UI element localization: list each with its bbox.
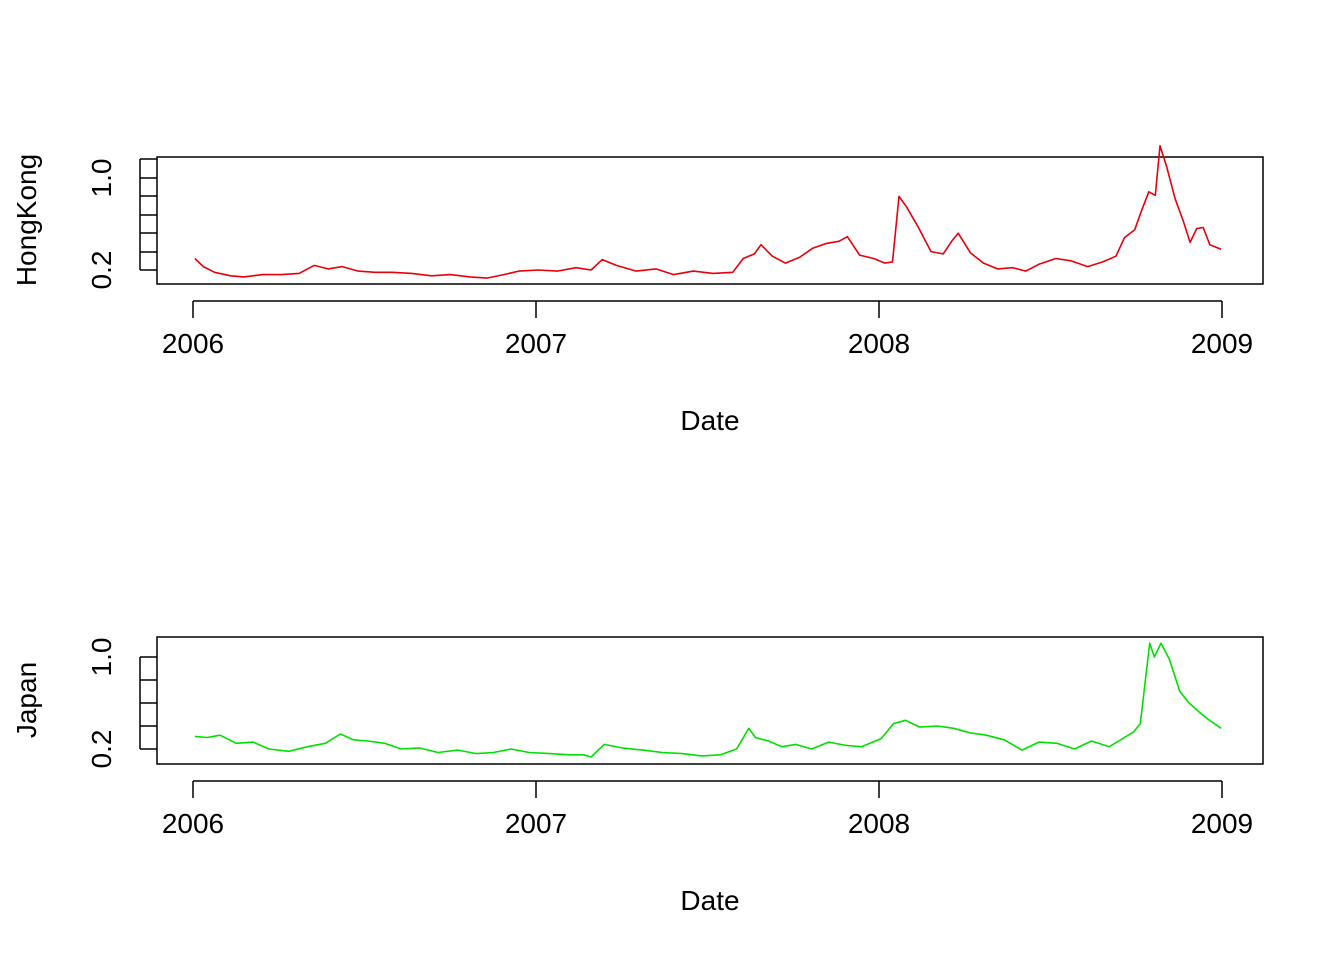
y-tick-label: 0.2 — [86, 251, 117, 290]
x-axis-label: Date — [680, 885, 739, 916]
x-axis: 2006 2007 2008 2009 — [162, 780, 1253, 839]
y-axis-label: HongKong — [11, 154, 42, 286]
y-axis: 0.2 1.0 — [86, 158, 157, 290]
y-tick-label: 0.2 — [86, 730, 117, 769]
x-tick-label: 2008 — [848, 328, 910, 359]
panel-japan: 2006 2007 2008 2009 0.2 1.0 Date Japan — [11, 636, 1264, 916]
y-tick-label: 1.0 — [86, 159, 117, 198]
plot-frame — [156, 636, 1264, 765]
x-tick-label: 2006 — [162, 328, 224, 359]
y-axis: 0.2 1.0 — [86, 638, 157, 769]
x-tick-label: 2007 — [505, 808, 567, 839]
plot-frame — [156, 156, 1264, 285]
x-tick-label: 2008 — [848, 808, 910, 839]
series-line-japan — [194, 642, 1222, 758]
y-axis-label: Japan — [11, 662, 42, 738]
x-tick-label: 2007 — [505, 328, 567, 359]
x-tick-label: 2009 — [1191, 328, 1253, 359]
x-axis: 2006 2007 2008 2009 — [162, 300, 1253, 359]
x-tick-label: 2006 — [162, 808, 224, 839]
panel-hongkong: 2006 2007 2008 2009 0.2 1.0 Date HongKong — [11, 145, 1264, 436]
x-tick-label: 2009 — [1191, 808, 1253, 839]
y-tick-label: 1.0 — [86, 638, 117, 677]
x-axis-label: Date — [680, 405, 739, 436]
series-line-hongkong — [194, 145, 1222, 279]
